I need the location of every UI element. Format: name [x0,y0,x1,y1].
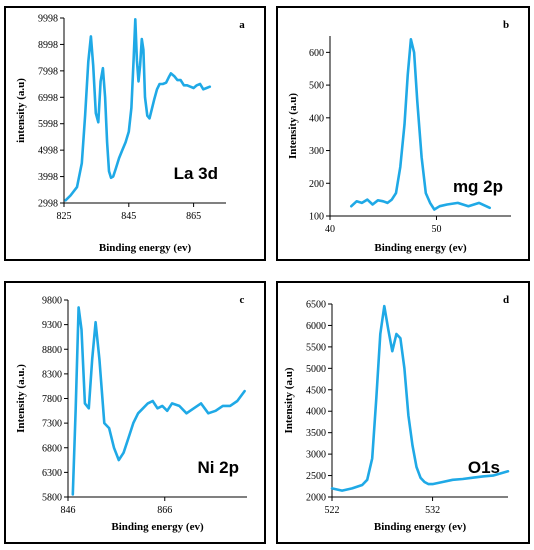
y-tick-label: 8300 [42,369,62,380]
y-tick-label: 200 [309,179,324,190]
y-tick-label: 5800 [42,493,62,504]
y-tick-label: 5000 [306,364,326,375]
x-tick-label: 522 [325,505,340,516]
series-line [350,37,491,211]
y-tick-label: 6800 [42,443,62,454]
annotation-label: mg 2p [453,177,503,196]
panel-letter: b [503,19,509,31]
y-axis-label: Intensity (a.u) [283,367,295,433]
y-tick-label: 6000 [306,321,326,332]
panel-letter: d [503,294,509,306]
y-tick-label: 100 [309,212,324,223]
y-tick-label: 500 [309,81,324,92]
panel-letter: a [239,19,245,31]
x-tick-label: 846 [61,505,76,516]
chart-a: 2998 3998 4998 5998 6998 7998 8998 9998 825 845 86… [15,14,245,255]
y-tick-label: 3998 [38,172,58,183]
chart-c: 5800 6300 6800 7300 7800 8300 8800 9300 9800 846 8… [15,294,247,533]
panel-d: 2000 2500 3000 3500 4000 4500 5000 5500 6000 6500… [276,281,530,544]
y-tick-label: 5500 [306,342,326,353]
y-tick-label: 5998 [38,119,58,130]
y-tick-label: 4998 [38,146,58,157]
annotation-label: La 3d [174,164,218,183]
y-tick-label: 6998 [38,93,58,104]
y-tick-label: 9300 [42,320,62,331]
y-axis-label: Intensity (a.u) [287,93,299,159]
x-axis-label: Binding energy (ev) [374,521,467,533]
x-tick-label: 532 [425,505,440,516]
y-tick-label: 2500 [306,471,326,482]
y-tick-label: 6500 [306,300,326,311]
panel-c: 5800 6300 6800 7300 7800 8300 8800 9300 9800 846 8… [4,281,266,544]
x-tick-label: 40 [325,224,335,235]
x-tick-label: 845 [121,211,136,222]
annotation-label: O1s [468,458,500,477]
x-tick-label: 50 [431,224,441,235]
panel-letter: c [240,294,245,306]
y-tick-label: 600 [309,48,324,59]
y-tick-label: 4000 [306,407,326,418]
y-tick-label: 3500 [306,428,326,439]
panel-b: 100 200 300 400 500 600 40 50 Binding energy (ev… [276,6,530,261]
annotation-label: Ni 2p [197,458,239,477]
chart-d: 2000 2500 3000 3500 4000 4500 5000 5500 6000 6500… [283,294,510,533]
y-tick-label: 2998 [38,199,58,210]
y-axis-label: Intensity (a.u.) [15,364,27,433]
y-tick-label: 300 [309,146,324,157]
series-line [330,304,510,492]
y-tick-label: 7300 [42,419,62,430]
y-tick-label: 7800 [42,394,62,405]
y-tick-label: 7998 [38,66,58,77]
panel-a: 2998 3998 4998 5998 6998 7998 8998 9998 825 845 86… [4,6,266,261]
x-axis-label: Binding energy (ev) [99,242,192,254]
y-axis-label: intensity (a.u) [15,78,27,143]
y-tick-label: 4500 [306,385,326,396]
series-line [64,18,212,202]
y-tick-label: 6300 [42,468,62,479]
y-tick-label: 9998 [38,14,58,25]
series-line [71,306,246,496]
x-axis-label: Binding energy (ev) [111,521,204,533]
y-tick-label: 8998 [38,40,58,51]
x-tick-label: 865 [186,211,201,222]
x-tick-label: 866 [157,505,172,516]
y-tick-label: 9800 [42,296,62,307]
y-tick-label: 8800 [42,345,62,356]
y-tick-label: 2000 [306,493,326,504]
x-axis-label: Binding energy (ev) [374,242,467,254]
x-tick-label: 825 [57,211,72,222]
chart-b: 100 200 300 400 500 600 40 50 Binding energy (ev… [287,19,511,254]
y-tick-label: 400 [309,113,324,124]
y-tick-label: 3000 [306,450,326,461]
